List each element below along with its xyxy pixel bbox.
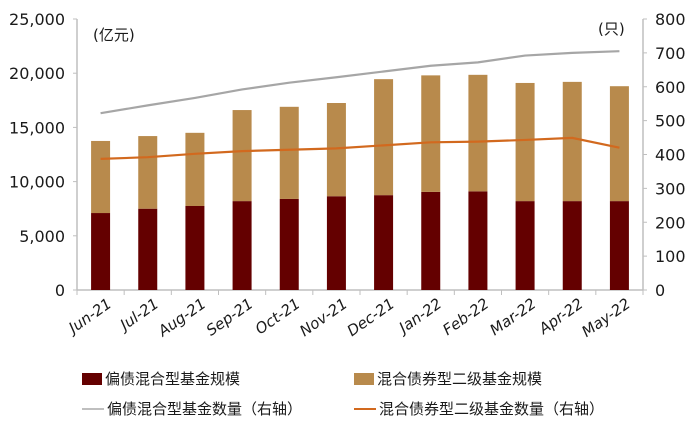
x-tick-label: Oct-21 <box>252 295 304 339</box>
legend-item-line-1: 偏债混合型基金数量（右轴） <box>82 398 302 419</box>
bar-segment-tan <box>138 136 158 209</box>
x-tick-label: Dec-21 <box>344 295 398 340</box>
bar-segment-tan <box>326 103 346 197</box>
x-tick-label: Mar-22 <box>486 295 539 340</box>
bar-segment-tan <box>185 132 205 206</box>
legend-swatch-orange-line <box>354 407 376 410</box>
bar-segment-dark <box>421 191 441 290</box>
left-tick-label: 15,000 <box>9 118 65 137</box>
bar-segment-tan <box>609 86 629 202</box>
right-tick-label: 600 <box>655 78 686 97</box>
x-tick-label: Jan-22 <box>393 295 445 339</box>
left-tick-label: 5,000 <box>19 227 65 246</box>
left-tick-label: 0 <box>55 281 65 300</box>
x-tick-label: Nov-21 <box>296 295 350 341</box>
right-tick-label: 0 <box>655 281 665 300</box>
bar-segment-dark <box>562 201 582 290</box>
left-tick-label: 10,000 <box>9 173 65 192</box>
bar-segment-dark <box>279 198 299 290</box>
bar-segment-dark <box>91 213 111 290</box>
bar-segment-tan <box>562 81 582 202</box>
bar-segment-dark <box>232 201 252 290</box>
x-tick-label: Aug-21 <box>154 295 209 341</box>
right-tick-label: 700 <box>655 44 686 63</box>
bar-segment-dark <box>374 195 394 290</box>
x-tick-label: Feb-22 <box>439 295 492 340</box>
bar-segment-tan <box>515 82 535 202</box>
legend-label: 偏债混合型基金规模 <box>105 370 241 388</box>
bar-segment-tan <box>468 74 488 192</box>
legend-label: 混合债券型二级基金规模 <box>377 370 543 388</box>
bar-segment-tan <box>279 106 299 199</box>
x-tick-label: May-22 <box>578 295 633 341</box>
legend-swatch-gray-line <box>82 407 104 410</box>
bar-segment-dark <box>326 196 346 290</box>
right-tick-label: 800 <box>655 10 686 29</box>
left-axis-unit: (亿元) <box>93 26 135 44</box>
bar-segment-tan <box>91 140 111 214</box>
legend-label: 混合债券型二级基金数量（右轴） <box>379 400 605 418</box>
line-series-gray <box>100 50 620 115</box>
line-series-orange <box>100 136 620 161</box>
right-tick-label: 500 <box>655 112 686 131</box>
bar-segment-tan <box>232 110 252 202</box>
legend-label: 偏债混合型基金数量（右轴） <box>107 400 303 418</box>
legend-swatch-dark-red <box>82 372 102 385</box>
bar-segment-dark <box>138 208 158 290</box>
right-tick-label: 100 <box>655 247 686 266</box>
left-tick-label: 25,000 <box>9 10 65 29</box>
x-tick-label: Apr-22 <box>535 295 587 339</box>
legend-item-line-2: 混合债券型二级基金数量（右轴） <box>354 398 604 419</box>
bar-segment-tan <box>374 79 394 196</box>
right-tick-label: 400 <box>655 146 686 165</box>
x-tick-label: Sep-21 <box>203 295 257 340</box>
x-tick-label: Jun-21 <box>63 295 115 339</box>
bar-segment-dark <box>515 201 535 290</box>
right-axis-unit: (只) <box>598 20 625 38</box>
x-tick-label: Jul-21 <box>114 295 162 336</box>
legend-swatch-tan <box>354 372 374 385</box>
left-tick-label: 20,000 <box>9 64 65 83</box>
bar-segment-dark <box>609 201 629 290</box>
bar-segment-dark <box>468 191 488 290</box>
right-tick-label: 200 <box>655 213 686 232</box>
right-tick-label: 300 <box>655 179 686 198</box>
legend-item-bar-1: 偏债混合型基金规模 <box>82 368 240 389</box>
bar-segment-dark <box>185 205 205 290</box>
legend-item-bar-2: 混合债券型二级基金规模 <box>354 368 542 389</box>
bar-segment-tan <box>421 75 441 192</box>
